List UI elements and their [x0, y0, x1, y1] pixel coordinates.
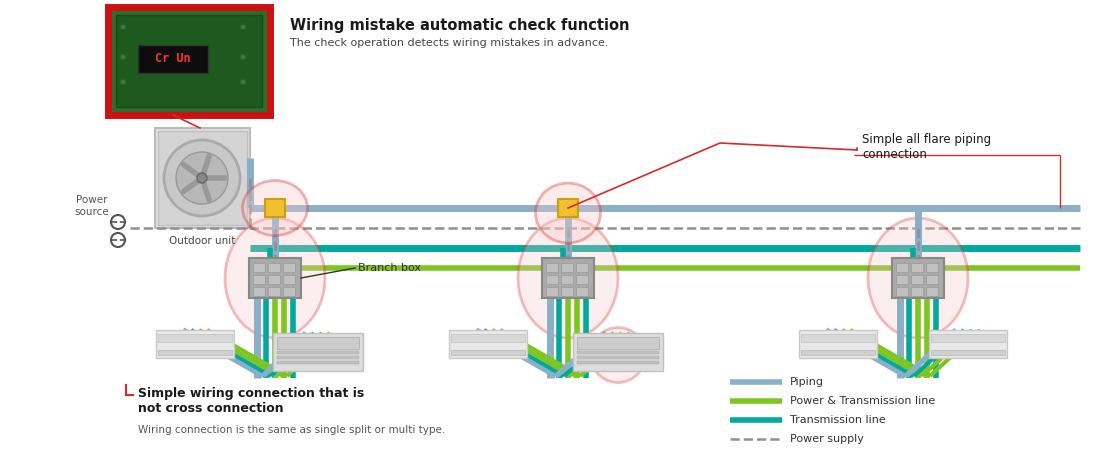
- Bar: [283, 263, 295, 272]
- Bar: [158, 350, 232, 355]
- Text: Transmission line: Transmission line: [790, 415, 885, 425]
- Bar: [546, 287, 558, 296]
- Bar: [926, 287, 938, 296]
- Bar: [452, 350, 526, 355]
- Bar: [273, 333, 363, 371]
- Bar: [542, 258, 594, 298]
- Text: Cr Un: Cr Un: [156, 53, 191, 65]
- Ellipse shape: [868, 218, 968, 338]
- Bar: [577, 351, 659, 354]
- Circle shape: [240, 79, 246, 85]
- Bar: [277, 356, 359, 359]
- Bar: [253, 287, 265, 296]
- Bar: [546, 275, 558, 284]
- Bar: [931, 334, 1005, 342]
- Bar: [250, 258, 301, 298]
- Bar: [253, 263, 265, 272]
- Bar: [277, 351, 359, 354]
- Bar: [138, 45, 208, 73]
- Bar: [926, 263, 938, 272]
- Bar: [155, 128, 250, 228]
- Bar: [911, 263, 923, 272]
- Text: Power
source: Power source: [75, 195, 109, 217]
- Bar: [892, 258, 944, 298]
- Bar: [449, 330, 527, 358]
- Bar: [926, 275, 938, 284]
- Bar: [283, 275, 295, 284]
- Circle shape: [120, 54, 126, 60]
- Bar: [452, 334, 526, 342]
- Bar: [928, 330, 1007, 358]
- Bar: [931, 350, 1005, 355]
- Bar: [911, 287, 923, 296]
- Text: Simple wiring connection that is
not cross connection: Simple wiring connection that is not cro…: [138, 387, 364, 415]
- Bar: [546, 263, 558, 272]
- Circle shape: [120, 79, 126, 85]
- Bar: [268, 263, 280, 272]
- Ellipse shape: [225, 218, 325, 338]
- Bar: [265, 199, 285, 217]
- Ellipse shape: [535, 183, 601, 243]
- Bar: [108, 7, 270, 115]
- Bar: [268, 275, 280, 284]
- Bar: [158, 131, 247, 225]
- Bar: [802, 350, 875, 355]
- Bar: [896, 287, 907, 296]
- Bar: [158, 334, 232, 342]
- Ellipse shape: [591, 327, 646, 383]
- Bar: [896, 263, 907, 272]
- Bar: [156, 330, 234, 358]
- Bar: [558, 199, 578, 217]
- Text: The check operation detects wiring mistakes in advance.: The check operation detects wiring mista…: [290, 38, 608, 48]
- Circle shape: [197, 173, 208, 183]
- Text: Power supply: Power supply: [790, 434, 863, 444]
- Circle shape: [176, 152, 229, 204]
- Text: Power & Transmission line: Power & Transmission line: [790, 396, 935, 406]
- Bar: [283, 287, 295, 296]
- Text: Wiring connection is the same as single split or multi type.: Wiring connection is the same as single …: [138, 425, 445, 435]
- Bar: [268, 287, 280, 296]
- Circle shape: [164, 140, 240, 216]
- Bar: [802, 334, 875, 342]
- Bar: [896, 275, 907, 284]
- Circle shape: [240, 54, 246, 60]
- Circle shape: [240, 24, 246, 30]
- Bar: [277, 337, 359, 349]
- Text: Simple all flare piping
connection: Simple all flare piping connection: [862, 133, 991, 161]
- Bar: [577, 337, 659, 349]
- Bar: [277, 361, 359, 364]
- Text: Outdoor unit: Outdoor unit: [169, 236, 235, 246]
- Bar: [577, 356, 659, 359]
- Text: Piping: Piping: [790, 377, 824, 387]
- Bar: [561, 287, 573, 296]
- Text: Wiring mistake automatic check function: Wiring mistake automatic check function: [290, 18, 629, 33]
- Bar: [576, 275, 588, 284]
- Bar: [116, 15, 262, 107]
- Text: Branch box: Branch box: [358, 263, 421, 273]
- Bar: [573, 333, 664, 371]
- Bar: [576, 263, 588, 272]
- Bar: [561, 263, 573, 272]
- Ellipse shape: [518, 218, 618, 338]
- Bar: [799, 330, 877, 358]
- Ellipse shape: [243, 181, 308, 236]
- Bar: [253, 275, 265, 284]
- Circle shape: [120, 24, 126, 30]
- Bar: [576, 287, 588, 296]
- Bar: [577, 361, 659, 364]
- Bar: [561, 275, 573, 284]
- Bar: [911, 275, 923, 284]
